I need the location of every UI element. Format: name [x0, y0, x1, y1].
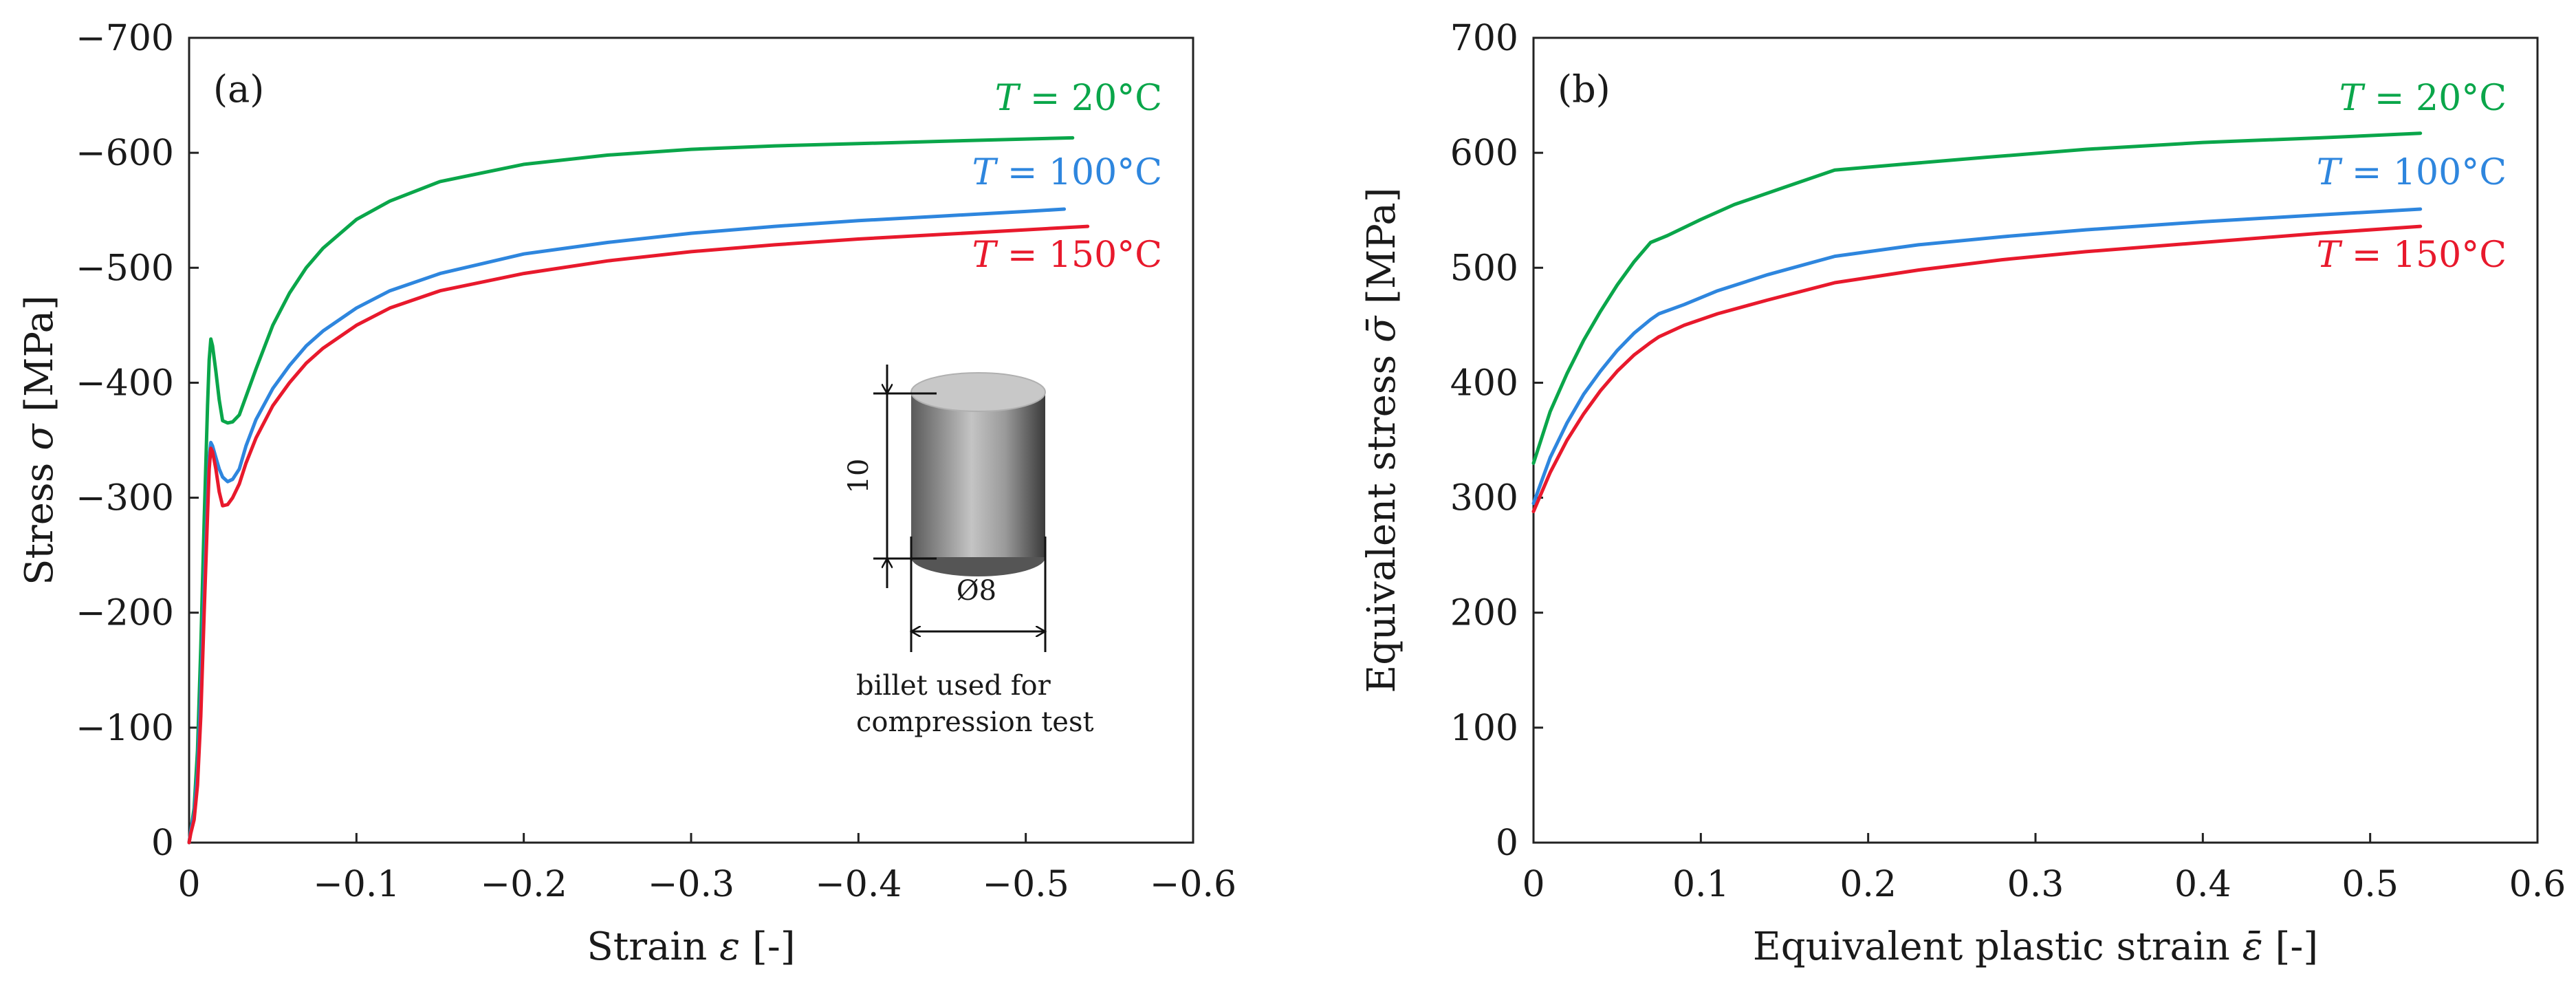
x-ticks-a: 0 −0.1 −0.2 −0.3 −0.4 −0.5 −0.6	[177, 833, 1236, 905]
chart-panel-a: 0 −100 −200 −300 −400 −500 −600 −700 0 −0.1 −0.2 −…	[17, 18, 1236, 969]
series-line-150c	[1531, 224, 2423, 514]
billet-body-cover	[911, 392, 1045, 557]
x-ticks-b: 0 0.1 0.2 0.3 0.4 0.5 0.6	[1522, 833, 2566, 905]
y-axis-label-a: Stress σ [MPa]	[17, 295, 62, 585]
series-line-150c	[187, 224, 1090, 845]
x-tick-label: 0	[177, 864, 200, 905]
y-tick-label: 600	[1450, 133, 1518, 174]
legend-entry-150c: T = 150°C	[972, 235, 1162, 276]
legend-entry-20c: T = 20°C	[2339, 78, 2507, 119]
x-tick-label: 0.5	[2342, 864, 2399, 905]
series-line-20c	[187, 136, 1075, 845]
x-tick-label: −0.1	[313, 864, 400, 905]
billet-note-line2: compression test	[856, 706, 1094, 738]
legend-b: T = 20°C T = 100°C T = 150°C	[2317, 78, 2507, 276]
x-tick-label: −0.5	[983, 864, 1069, 905]
y-axis-label-b: Equivalent stress σ̄ [MPa]	[1360, 187, 1404, 693]
y-tick-label: −600	[76, 133, 174, 174]
y-tick-label: 0	[1496, 823, 1518, 864]
y-ticks-a: 0 −100 −200 −300 −400 −500 −600 −700	[76, 18, 199, 864]
legend-entry-100c: T = 100°C	[972, 152, 1162, 193]
y-tick-label: 0	[151, 823, 174, 864]
billet-note-line1: billet used for	[856, 670, 1051, 702]
legend-a: T = 20°C T = 100°C T = 150°C	[972, 78, 1162, 276]
billet-illustration: 10 Ø8 billet used for compression test	[843, 365, 1094, 738]
y-tick-label: 400	[1450, 362, 1518, 404]
x-tick-label: 0.1	[1672, 864, 1729, 905]
y-tick-label: 100	[1450, 708, 1518, 749]
x-tick-label: 0.4	[2174, 864, 2231, 905]
x-tick-label: −0.6	[1150, 864, 1236, 905]
legend-entry-150c: T = 150°C	[2317, 235, 2507, 276]
x-axis-label-b: Equivalent plastic strain ε̄ [-]	[1753, 924, 2318, 969]
x-tick-label: 0.2	[1840, 864, 1897, 905]
y-tick-label: 700	[1450, 18, 1518, 59]
y-tick-label: −100	[76, 708, 174, 749]
x-axis-label-a: Strain ε [-]	[587, 924, 795, 969]
series-b	[1531, 131, 2423, 514]
billet-top	[910, 372, 1046, 412]
y-tick-label: −700	[76, 18, 174, 59]
legend-entry-20c: T = 20°C	[995, 78, 1162, 119]
y-tick-label: −300	[76, 478, 174, 519]
y-tick-label: −200	[76, 593, 174, 634]
x-tick-label: −0.2	[481, 864, 567, 905]
x-tick-label: 0	[1522, 864, 1544, 905]
panel-label-a: (a)	[213, 67, 264, 111]
panel-label-b: (b)	[1558, 67, 1611, 111]
y-ticks-b: 0 100 200 300 400 500 600 700	[1450, 18, 1543, 864]
series-a	[187, 136, 1090, 845]
series-line-100c	[1531, 207, 2423, 506]
x-tick-label: 0.3	[2007, 864, 2064, 905]
x-tick-label: −0.3	[648, 864, 734, 905]
diameter-dimension-label: Ø8	[957, 575, 996, 607]
series-line-20c	[1531, 131, 2423, 465]
y-tick-label: −400	[76, 362, 174, 404]
y-tick-label: 500	[1450, 248, 1518, 289]
y-tick-label: −500	[76, 248, 174, 289]
y-tick-label: 300	[1450, 478, 1518, 519]
y-tick-label: 200	[1450, 593, 1518, 634]
x-tick-label: −0.4	[815, 864, 902, 905]
x-tick-label: 0.6	[2509, 864, 2566, 905]
height-dimension-label: 10	[843, 459, 875, 494]
legend-entry-100c: T = 100°C	[2317, 152, 2507, 193]
